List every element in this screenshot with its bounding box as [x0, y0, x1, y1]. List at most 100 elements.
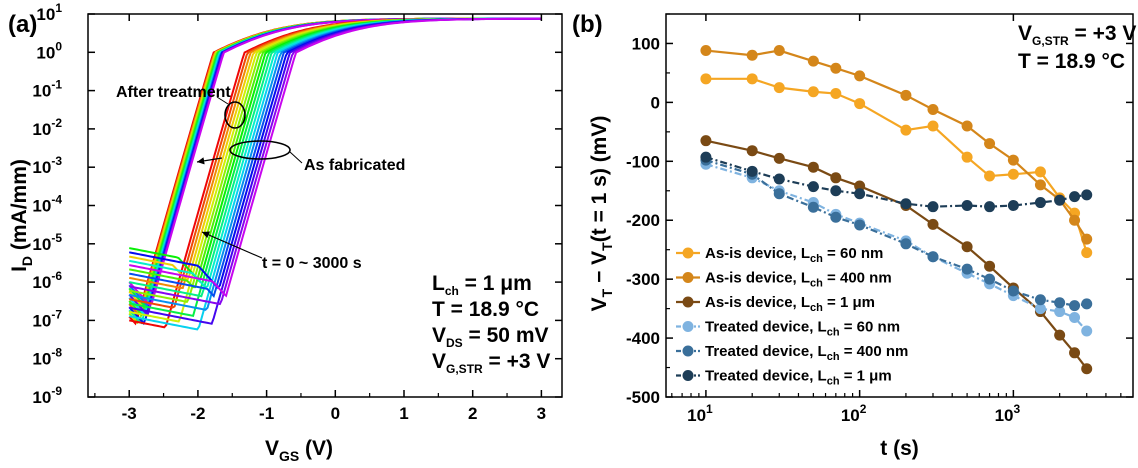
series-point-5	[984, 201, 996, 213]
series-point-1	[830, 62, 842, 74]
condition-rest: = +3 V	[1069, 22, 1137, 45]
x-tick-exponent: 3	[1013, 402, 1020, 416]
panel-b-xlabel: t (s)	[880, 437, 919, 460]
legend-sub: ch	[810, 253, 823, 265]
series-point-1	[1007, 154, 1019, 166]
condition-line: T = 18.9 °C	[1018, 50, 1125, 73]
series-point-0	[700, 73, 712, 85]
series-point-0	[807, 86, 819, 98]
series-point-1	[984, 138, 996, 150]
series-point-1	[1034, 179, 1046, 191]
ylabel-main: V	[588, 297, 611, 311]
series-point-5	[961, 200, 973, 211]
y-tick-label: 100	[632, 34, 660, 53]
series-point-1	[700, 45, 712, 57]
y-tick-label: 10-7	[32, 307, 62, 330]
series-point-0	[1034, 166, 1046, 178]
as-fabricated-leader	[289, 151, 303, 164]
series-point-5	[1007, 200, 1019, 211]
legend-sub: ch	[810, 278, 823, 290]
y-tick-label: 101	[36, 1, 62, 24]
legend-tail: = 400 nm	[840, 343, 909, 360]
series-point-2	[1069, 347, 1081, 359]
series-point-0	[854, 98, 866, 110]
ylabel-main: I	[8, 266, 31, 272]
legend-marker	[682, 272, 694, 283]
y-tick-base: 10	[32, 311, 51, 330]
series-point-4	[1081, 298, 1093, 310]
series-point-4	[807, 201, 819, 213]
series-point-3	[1081, 325, 1093, 337]
condition-sub: G,STR	[446, 362, 483, 376]
y-tick-exponent: 1	[55, 1, 62, 15]
legend-tail: = 60 nm	[840, 319, 900, 336]
y-tick-base: 10	[32, 350, 51, 369]
series-point-2	[1081, 363, 1093, 375]
series-point-2	[746, 145, 758, 157]
panel-b-conditions: VG,STR = +3 VT = 18.9 °C	[1018, 22, 1136, 73]
after-treatment-label: After treatment	[116, 84, 231, 101]
legend-label: Treated device, Lch = 60 nm	[705, 319, 900, 339]
xlabel-main: V	[265, 437, 279, 460]
y-tick-exponent: -6	[51, 269, 62, 283]
series-point-0	[1081, 247, 1093, 259]
series-point-5	[900, 198, 912, 210]
y-tick-base: 10	[32, 273, 51, 292]
series-point-5	[773, 173, 785, 185]
time-range-label: t = 0 ~ 3000 s	[262, 255, 362, 272]
series-point-4	[927, 251, 939, 263]
as-fabricated-ellipse	[229, 140, 291, 160]
y-tick-exponent: -4	[51, 193, 62, 207]
series-point-2	[1054, 329, 1066, 341]
series-point-5	[854, 188, 866, 200]
y-tick-exponent: -9	[51, 384, 62, 398]
y-tick-exponent: 0	[55, 39, 62, 53]
condition-main: V	[1018, 22, 1032, 45]
legend-name: As-is device, L	[705, 270, 810, 287]
condition-rest: = 50 mV	[463, 324, 549, 347]
y-tick-base: 10	[32, 120, 51, 139]
series-point-2	[807, 161, 819, 173]
series-point-2	[854, 180, 866, 192]
series-point-1	[773, 45, 785, 57]
y-tick-label: -500	[626, 388, 660, 407]
xlabel-unit: (V)	[299, 437, 333, 460]
ylabel-tail: (t = 1 s) (mV)	[588, 116, 611, 243]
legend-label: As-is device, Lch = 60 nm	[705, 245, 883, 265]
legend-label: Treated device, Lch = 1 μm	[705, 368, 892, 388]
series-point-4	[830, 211, 842, 223]
series-line-0	[705, 77, 1088, 253]
series-point-1	[807, 55, 819, 67]
legend-marker	[682, 296, 694, 308]
panel-a-chart: -3 -2 -1 0 1 2 310-910-810-710-610-510-410-310…	[8, 1, 563, 464]
y-tick-base: 10	[32, 82, 51, 101]
legend-sub: ch	[827, 351, 840, 363]
series-point-2	[927, 218, 939, 230]
y-tick-label: 10-1	[32, 78, 62, 101]
series-point-4	[984, 273, 996, 285]
series-point-4	[1054, 297, 1066, 309]
x-tick-label: 1	[399, 404, 408, 423]
series-point-3	[1054, 306, 1066, 318]
legend-sub: ch	[827, 327, 840, 339]
condition-main: T = 18.9 °C	[432, 298, 539, 321]
condition-line: VG,STR = +3 V	[1018, 22, 1136, 48]
y-tick-label: -200	[626, 211, 660, 230]
x-tick-label: 2	[468, 404, 477, 423]
y-tick-label: -300	[626, 270, 660, 289]
x-tick-label: -2	[190, 404, 205, 423]
legend-name: Treated device, L	[705, 368, 827, 385]
series-point-0	[773, 82, 785, 94]
y-tick-label: 0	[651, 93, 660, 112]
legend-name: As-is device, L	[705, 245, 810, 262]
panel-a-ylabel: ID (mA/mm)	[8, 159, 35, 272]
series-point-4	[1069, 300, 1081, 312]
series-point-2	[961, 241, 973, 253]
y-tick-exponent: -3	[51, 154, 62, 168]
y-tick-exponent: -2	[51, 116, 62, 130]
legend-marker	[682, 247, 694, 259]
series-point-0	[746, 73, 758, 85]
